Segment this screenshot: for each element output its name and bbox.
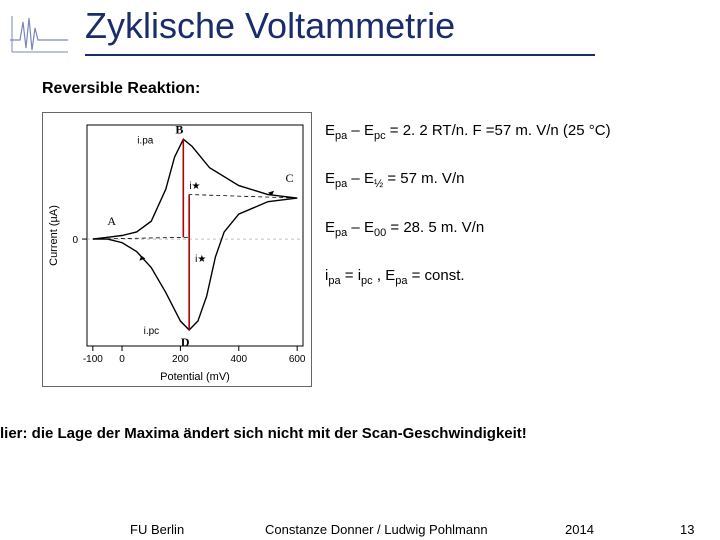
eq3: Epa – E00 = 28. 5 m. V/n xyxy=(325,217,611,241)
svg-text:i★: i★ xyxy=(189,181,200,192)
svg-text:Current (µA): Current (µA) xyxy=(48,205,60,266)
footer-authors: Constanze Donner / Ludwig Pohlmann xyxy=(265,522,488,537)
cv-diagram: -100 0 200 400 600 0 Potential (mV) Current (µA… xyxy=(42,112,312,387)
svg-text:D: D xyxy=(181,335,190,349)
title-underline xyxy=(85,54,595,56)
svg-text:A: A xyxy=(107,214,116,228)
svg-text:Potential (mV): Potential (mV) xyxy=(160,371,230,383)
svg-text:i★: i★ xyxy=(195,254,206,265)
footer-affil: FU Berlin xyxy=(130,522,184,537)
eq1: Epa – Epc = 2. 2 RT/n. F =57 m. V/n (25 … xyxy=(325,120,611,144)
footer-page: 13 xyxy=(680,522,694,537)
svg-text:i.pc: i.pc xyxy=(144,326,160,337)
eq2: Epa – E½ = 57 m. V/n xyxy=(325,168,611,192)
svg-text:C: C xyxy=(285,171,293,185)
footer-year: 2014 xyxy=(565,522,594,537)
logo xyxy=(8,10,73,55)
svg-text:i.pa: i.pa xyxy=(137,135,154,146)
equations-block: Epa – Epc = 2. 2 RT/n. F =57 m. V/n (25 … xyxy=(325,120,611,314)
note-text: lier: die Lage der Maxima ändert sich ni… xyxy=(0,425,720,442)
svg-text:B: B xyxy=(175,122,183,136)
svg-text:400: 400 xyxy=(230,354,247,365)
svg-text:0: 0 xyxy=(72,235,78,246)
section-subtitle: Reversible Reaktion: xyxy=(42,80,200,98)
eq4: ipa = ipc , Epa = const. xyxy=(325,265,611,289)
svg-text:600: 600 xyxy=(289,354,306,365)
svg-text:200: 200 xyxy=(172,354,189,365)
svg-text:0: 0 xyxy=(119,354,125,365)
page-title: Zyklische Voltammetrie xyxy=(85,5,455,47)
svg-text:-100: -100 xyxy=(83,354,103,365)
